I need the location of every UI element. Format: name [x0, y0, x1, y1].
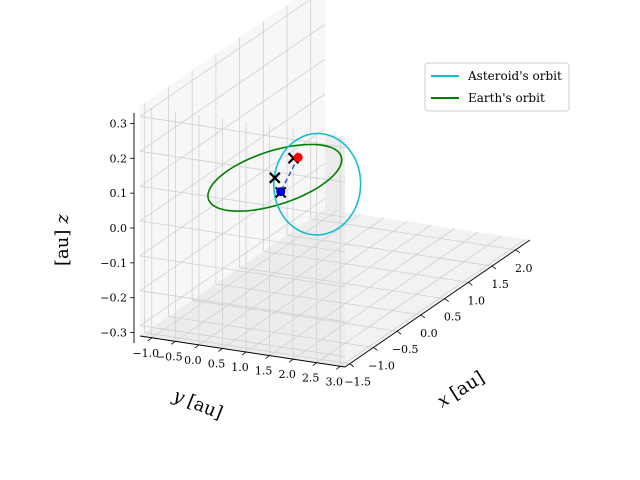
z-tick-label: −0.2 [100, 292, 127, 305]
y-tick-label: 1.0 [231, 361, 249, 374]
x-tick-label: −1.5 [344, 376, 371, 389]
z-grid-back [139, 58, 326, 187]
z-grid-left [139, 116, 346, 148]
z-grid-left [139, 255, 346, 288]
y-tick-mark [265, 355, 270, 359]
z-grid-left [139, 290, 346, 323]
x-grid-floor [215, 283, 421, 316]
x-grid-floor [168, 316, 374, 348]
y-tick-mark [241, 351, 247, 356]
z-tick-label: 0.1 [110, 187, 128, 200]
z-grid-back [139, 198, 326, 326]
y-tick-mark [194, 344, 200, 349]
y-axis-label: y[au] [169, 385, 226, 424]
z-tick-label: 0.2 [110, 152, 128, 165]
y-tick-label: 2.5 [302, 372, 320, 385]
position-dot [276, 187, 286, 197]
x-tick-label: −0.5 [392, 343, 419, 356]
z-grid-left [139, 325, 346, 357]
x-grid-floor [144, 332, 350, 365]
y-tick-mark [171, 341, 176, 345]
z-grid-left [139, 185, 346, 218]
x-grid-floor [239, 267, 445, 300]
x-axis-line [344, 239, 531, 368]
z-grid-back [139, 93, 326, 222]
z-axis-label: [au]z [52, 214, 73, 266]
y-tick-label: 0.0 [184, 354, 202, 367]
x-tick-label: 0.5 [444, 311, 462, 324]
z-grid-left [139, 220, 346, 253]
x-grid-floor [192, 299, 398, 332]
y-tick-label: 0.5 [208, 358, 226, 371]
y-tick-mark [288, 358, 294, 363]
tick-labels: −1.5−1.0−0.50.00.51.01.52.03.02.52.01.51… [100, 118, 532, 389]
x-tick-mark [491, 265, 497, 270]
legend-box [424, 62, 570, 112]
segment-dashed-line [280, 157, 299, 192]
y-grid-floor [198, 217, 385, 346]
x-grid-floor [310, 218, 516, 251]
x-tick-label: 1.5 [491, 278, 509, 291]
y-grid-floor [245, 224, 432, 353]
z-grid-left [139, 150, 346, 183]
y-tick-label: 2.0 [278, 368, 296, 381]
z-grid-back [139, 163, 326, 292]
y-grid-floor [340, 238, 526, 367]
y-tick-mark [312, 362, 317, 367]
x-tick-mark [468, 282, 473, 286]
y-grid-floor [292, 231, 479, 360]
z-grid-back [139, 0, 311, 117]
y-axis-line [139, 335, 346, 368]
legend: Asteroid's orbit Earth's orbit [424, 62, 570, 112]
legend-earth-label: Earth's orbit [468, 91, 545, 105]
x-grid-floor [286, 234, 493, 267]
legend-asteroid-label: Asteroid's orbit [467, 69, 562, 83]
grid-lines [139, 0, 526, 367]
x-tick-label: 1.0 [468, 294, 486, 307]
y-grid-floor [269, 228, 455, 356]
x-tick-label: 2.0 [515, 262, 533, 275]
x-tick-label: −1.0 [368, 360, 395, 373]
z-grid-back [139, 128, 326, 257]
position-dot [293, 152, 303, 162]
z-tick-label: 0.0 [110, 222, 128, 235]
z-grid-back [139, 23, 326, 152]
y-grid-floor [222, 221, 408, 349]
x-tick-mark [373, 347, 378, 351]
x-tick-mark [420, 314, 426, 319]
x-tick-mark [444, 298, 449, 302]
x-axis-label: x[au] [434, 367, 489, 412]
y-tick-label: −1.0 [132, 347, 159, 360]
x-tick-label: 0.0 [420, 327, 438, 340]
position-cross [269, 172, 281, 184]
y-tick-mark [147, 337, 153, 342]
position-markers [269, 152, 303, 199]
asteroid-orbit-line [272, 132, 362, 236]
y-grid-floor [151, 210, 338, 339]
y-tick-label: 3.0 [326, 375, 344, 388]
z-tick-label: −0.3 [100, 327, 127, 340]
x-tick-mark [396, 330, 402, 335]
y-grid-floor [316, 235, 502, 364]
axis-panes [140, 0, 530, 367]
y-tick-label: −0.5 [156, 350, 183, 363]
orbit-curves [207, 132, 362, 236]
x-tick-mark [515, 249, 521, 254]
x-tick-mark [349, 363, 354, 368]
y-tick-mark [336, 365, 341, 370]
y-grid-floor [175, 214, 361, 342]
y-tick-mark [218, 348, 223, 352]
z-tick-label: 0.3 [110, 118, 128, 131]
y-tick-label: 1.5 [255, 365, 273, 378]
earth-orbit-line [207, 143, 343, 212]
x-grid-floor [263, 250, 469, 283]
z-tick-label: −0.1 [100, 257, 127, 270]
